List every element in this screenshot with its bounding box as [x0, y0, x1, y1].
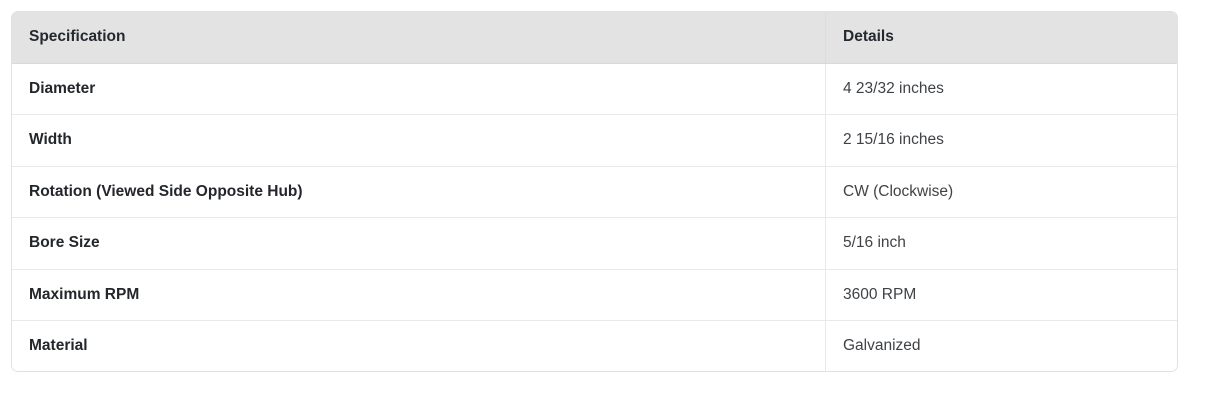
- column-header-specification: Specification: [12, 12, 826, 64]
- table-header: Specification Details: [12, 12, 1177, 64]
- table-row: Diameter 4 23/32 inches: [12, 64, 1177, 115]
- spec-name-width: Width: [12, 114, 826, 166]
- table-row: Bore Size 5/16 inch: [12, 217, 1177, 269]
- spec-name-rotation: Rotation (Viewed Side Opposite Hub): [12, 165, 826, 218]
- table-header-row: Specification Details: [12, 12, 1177, 64]
- spec-name-material: Material: [12, 319, 826, 372]
- product-specifications-table: Specification Details Diameter 4 23/32 i…: [11, 11, 1178, 373]
- spec-value-diameter: 4 23/32 inches: [826, 64, 1177, 115]
- table-row: Rotation (Viewed Side Opposite Hub) CW (…: [12, 165, 1177, 218]
- table-row: Material Galvanized: [12, 319, 1177, 372]
- table-row: Maximum RPM 3600 RPM: [12, 268, 1177, 320]
- spec-value-width: 2 15/16 inches: [826, 114, 1177, 166]
- spec-name-maximum-rpm: Maximum RPM: [12, 268, 826, 320]
- spec-name-diameter: Diameter: [12, 64, 826, 115]
- column-header-details: Details: [826, 12, 1177, 64]
- specifications-table-container: Specification Details Diameter 4 23/32 i…: [11, 11, 1178, 373]
- table-row: Width 2 15/16 inches: [12, 114, 1177, 166]
- spec-value-maximum-rpm: 3600 RPM: [826, 268, 1177, 320]
- spec-name-bore-size: Bore Size: [12, 217, 826, 269]
- table-body: Diameter 4 23/32 inches Width 2 15/16 in…: [12, 64, 1177, 372]
- spec-value-bore-size: 5/16 inch: [826, 217, 1177, 269]
- spec-value-rotation: CW (Clockwise): [826, 165, 1177, 218]
- spec-value-material: Galvanized: [826, 319, 1177, 372]
